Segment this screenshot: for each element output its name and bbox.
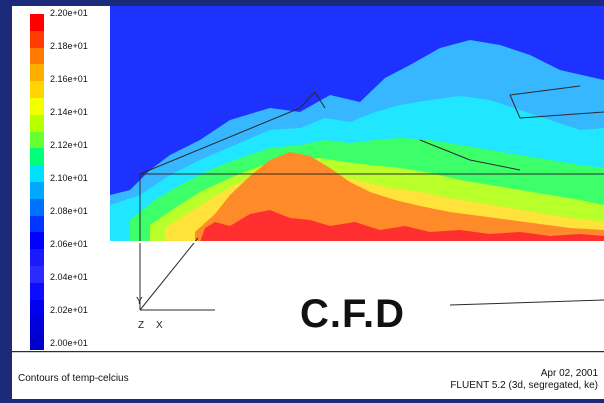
contour-plot bbox=[110, 0, 604, 398]
legend-swatch bbox=[30, 148, 44, 166]
legend-swatch bbox=[30, 182, 44, 200]
wire-line bbox=[449, 299, 604, 306]
wire-line bbox=[299, 91, 316, 109]
legend-swatch bbox=[30, 198, 44, 217]
wire-line bbox=[139, 237, 199, 311]
legend-label: 2.12e+01 bbox=[50, 140, 88, 150]
legend-swatch bbox=[30, 266, 44, 284]
axis-z-label: Z bbox=[138, 320, 145, 331]
legend-label: 2.06e+01 bbox=[50, 239, 88, 249]
legend-colorbar bbox=[30, 14, 44, 351]
legend-swatch bbox=[30, 98, 44, 116]
legend-swatch bbox=[30, 14, 44, 32]
legend-swatch bbox=[30, 215, 44, 233]
legend-swatch bbox=[30, 47, 44, 65]
legend-swatch bbox=[30, 249, 44, 267]
wire-line bbox=[519, 111, 604, 119]
legend-swatch bbox=[30, 282, 44, 301]
solver-text: FLUENT 5.2 (3d, segregated, ke) bbox=[450, 380, 598, 391]
contour-svg bbox=[110, 6, 604, 311]
legend-label: 2.18e+01 bbox=[50, 41, 88, 51]
legend-label: 2.16e+01 bbox=[50, 74, 88, 84]
legend-swatch bbox=[30, 81, 44, 99]
legend-label: 2.08e+01 bbox=[50, 206, 88, 216]
legend-swatch bbox=[30, 333, 44, 351]
plot-title: Contours of temp-celcius bbox=[18, 373, 129, 384]
status-footer: Contours of temp-celcius Apr 02, 2001 FL… bbox=[12, 352, 604, 399]
legend-swatch bbox=[30, 232, 44, 250]
wire-line bbox=[419, 139, 471, 161]
wire-line bbox=[469, 159, 521, 171]
wire-line bbox=[139, 107, 301, 175]
wire-line bbox=[509, 94, 521, 119]
plot-meta: Apr 02, 2001 FLUENT 5.2 (3d, segregated,… bbox=[450, 368, 598, 392]
legend-label: 2.10e+01 bbox=[50, 173, 88, 183]
overlay-title: C.F.D bbox=[300, 292, 405, 336]
legend-label: 2.00e+01 bbox=[50, 338, 88, 348]
legend-label: 2.14e+01 bbox=[50, 107, 88, 117]
legend-swatch bbox=[30, 131, 44, 149]
legend-swatch bbox=[30, 64, 44, 82]
axis-y-label: Y bbox=[136, 296, 143, 307]
legend-swatch bbox=[30, 299, 44, 317]
legend-label: 2.02e+01 bbox=[50, 305, 88, 315]
geometry-wireframe bbox=[110, 85, 604, 311]
date-text: Apr 02, 2001 bbox=[540, 368, 598, 379]
legend-swatch bbox=[30, 114, 44, 133]
legend-swatch bbox=[30, 316, 44, 334]
legend-swatch bbox=[30, 30, 44, 49]
legend-swatch bbox=[30, 165, 44, 183]
wire-line bbox=[314, 91, 326, 109]
legend-label: 2.04e+01 bbox=[50, 272, 88, 282]
contour-region-hot bbox=[200, 210, 604, 242]
wire-line bbox=[509, 85, 581, 96]
color-legend: 2.20e+01 2.18e+01 2.16e+01 2.14e+01 2.12… bbox=[18, 8, 110, 351]
axis-x-label: X bbox=[156, 320, 163, 331]
legend-label: 2.20e+01 bbox=[50, 8, 88, 18]
